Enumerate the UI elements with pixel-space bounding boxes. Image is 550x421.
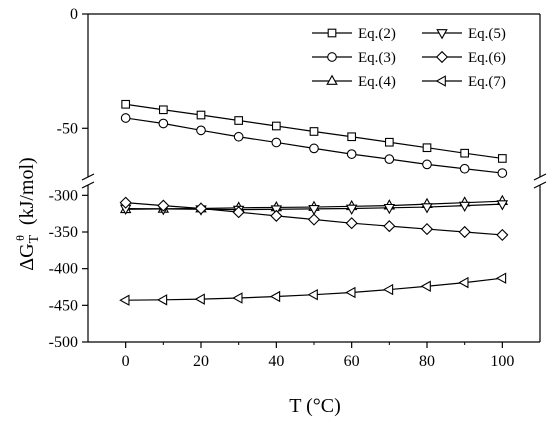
data-point [496, 200, 509, 211]
data-point [346, 149, 357, 159]
y-tick-label: -500 [49, 334, 78, 351]
legend-item: Eq.(6) [422, 50, 506, 66]
data-point [436, 29, 448, 40]
data-point [307, 288, 318, 301]
legend-item: Eq.(2) [312, 26, 396, 42]
y-tick-label: -450 [49, 297, 78, 314]
legend-label: Eq.(2) [358, 26, 396, 42]
legend-label: Eq.(3) [358, 50, 396, 66]
y-tick-label: -50 [57, 120, 78, 137]
data-point [345, 217, 358, 230]
data-point [347, 132, 357, 142]
data-point [496, 228, 509, 242]
data-point [327, 52, 337, 62]
data-point [384, 154, 395, 164]
legend-label: Eq.(6) [468, 50, 506, 66]
data-point [196, 125, 206, 136]
data-point [459, 163, 470, 174]
data-point [158, 118, 169, 129]
data-point [460, 148, 470, 158]
x-tick-label: 40 [268, 353, 284, 370]
data-point [435, 50, 449, 64]
data-point [307, 213, 321, 226]
data-point [157, 199, 170, 212]
data-point [232, 206, 245, 219]
axis-break-mark [533, 173, 547, 181]
legend-item: Eq.(5) [422, 26, 506, 42]
legend-item: Eq.(4) [312, 74, 396, 90]
data-point [308, 205, 320, 216]
data-point [271, 121, 281, 131]
data-point [194, 293, 205, 305]
data-point [458, 201, 471, 213]
x-tick-label: 80 [419, 353, 435, 370]
data-point [232, 292, 243, 304]
legend-label: Eq.(4) [358, 74, 396, 90]
y-axis-title: ΔGTθ (kJ/mol) [13, 157, 42, 270]
data-point [156, 294, 168, 306]
data-point [270, 209, 283, 222]
legend-item: Eq.(7) [422, 74, 506, 90]
data-point [420, 222, 434, 236]
series-group [119, 99, 509, 306]
data-point [497, 168, 508, 178]
x-axis-title: T (°C) [289, 395, 341, 417]
data-point [309, 143, 319, 154]
data-point [421, 203, 433, 214]
data-point [234, 116, 244, 125]
data-point [120, 113, 131, 123]
x-tick-label: 20 [193, 353, 209, 370]
legend-item: Eq.(3) [312, 50, 396, 66]
data-point [435, 75, 446, 87]
data-point [384, 137, 394, 147]
series-eq6 [119, 196, 509, 242]
data-point [420, 280, 431, 293]
y-tick-label: -400 [49, 261, 78, 278]
axis-break-mark [533, 181, 547, 189]
legend-label: Eq.(7) [468, 74, 506, 90]
data-point [458, 225, 471, 239]
y-tick-label: -300 [49, 187, 78, 204]
data-point [121, 99, 131, 109]
data-point [345, 286, 356, 299]
data-point [383, 220, 396, 233]
data-point [158, 105, 168, 115]
data-point [194, 202, 208, 215]
axes: 0 20 40 60 80 100 0 -50 -300 -350 -400 -450 -500 [49, 6, 515, 370]
data-point [345, 204, 358, 215]
data-point [271, 137, 282, 148]
data-point [196, 110, 206, 120]
legend: Eq.(2) Eq.(3) Eq.(4) Eq.(5) Eq.(6) Eq.(7) [312, 26, 506, 90]
data-point [119, 196, 132, 209]
x-tick-label: 100 [490, 353, 514, 370]
y-axis-title-text: ΔGTθ (kJ/mol) [13, 157, 42, 270]
data-point [422, 159, 432, 170]
legend-label: Eq.(5) [468, 26, 506, 42]
data-point [382, 283, 394, 296]
data-point [119, 294, 130, 306]
data-point [233, 131, 244, 142]
axis-break-mark [81, 173, 95, 181]
series-eq7 [119, 272, 507, 306]
series-eq2 [121, 99, 507, 163]
y-tick-label: -350 [49, 224, 78, 241]
data-point [327, 28, 337, 38]
data-point [495, 272, 507, 284]
y-tick-label: 0 [70, 6, 78, 23]
axis-break-mark [81, 181, 95, 189]
data-point [309, 127, 319, 136]
series-eq3 [120, 113, 508, 178]
data-point [497, 154, 507, 163]
data-point [326, 74, 338, 85]
x-tick-label: 60 [344, 353, 360, 370]
data-point [422, 143, 432, 153]
data-point [383, 203, 396, 215]
data-point [269, 290, 281, 303]
data-point [458, 276, 469, 289]
x-tick-label: 0 [122, 353, 130, 370]
